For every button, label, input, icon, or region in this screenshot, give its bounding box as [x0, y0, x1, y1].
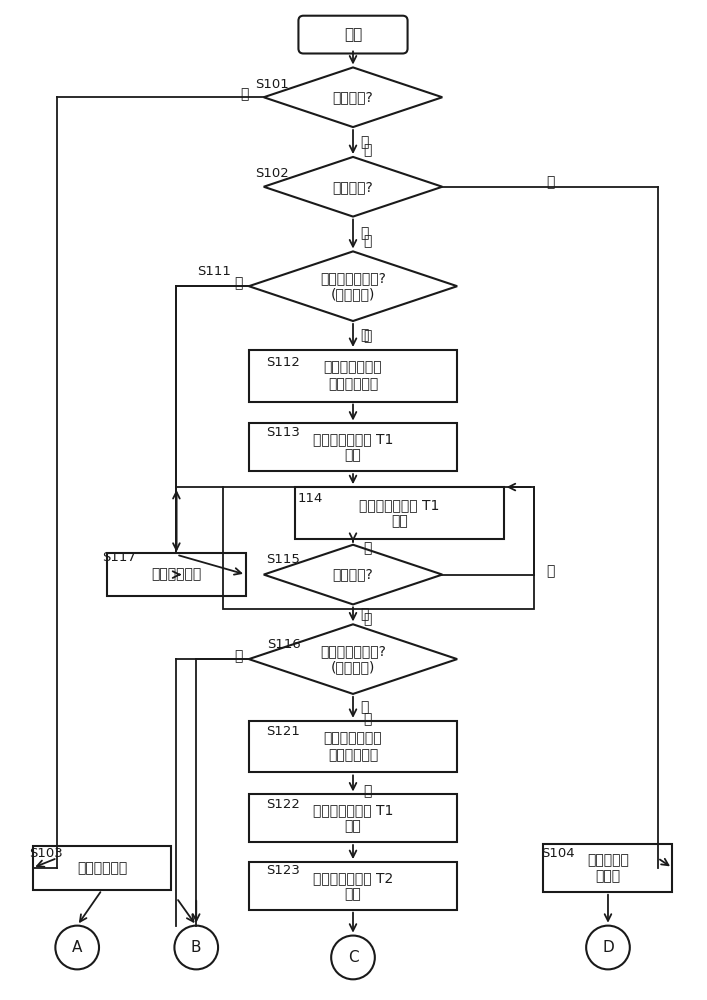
Text: B: B — [191, 940, 201, 955]
Circle shape — [331, 936, 375, 979]
Bar — [223, 487, 534, 609]
Circle shape — [175, 926, 218, 969]
Text: 是: 是 — [363, 712, 371, 726]
Text: 是: 是 — [363, 541, 371, 555]
Text: 变速机构变速: 变速机构变速 — [151, 568, 201, 582]
Text: S111: S111 — [197, 265, 231, 278]
Bar — [249, 350, 457, 402]
Circle shape — [586, 926, 630, 969]
Text: S104: S104 — [542, 847, 575, 860]
Bar — [249, 862, 457, 910]
Polygon shape — [249, 251, 457, 321]
Text: 是: 是 — [360, 607, 368, 621]
Bar — [107, 553, 246, 596]
Bar — [249, 423, 457, 471]
Text: C: C — [348, 950, 358, 965]
Text: 变速指令?: 变速指令? — [332, 180, 373, 194]
Polygon shape — [249, 624, 457, 694]
Text: 是: 是 — [363, 234, 371, 248]
Text: 114: 114 — [298, 492, 323, 505]
Text: S123: S123 — [267, 864, 300, 877]
FancyBboxPatch shape — [298, 16, 407, 53]
Polygon shape — [264, 67, 443, 127]
Text: S112: S112 — [267, 356, 300, 369]
Text: 是: 是 — [360, 135, 368, 149]
Text: 是: 是 — [363, 329, 371, 343]
Text: 持续时间计时器 T1
开始: 持续时间计时器 T1 开始 — [312, 432, 393, 462]
Bar — [296, 487, 504, 539]
Text: 否: 否 — [235, 276, 243, 290]
Text: 是: 是 — [360, 226, 368, 240]
Text: 开始: 开始 — [344, 27, 362, 42]
Text: S113: S113 — [267, 426, 300, 439]
Text: 是: 是 — [360, 328, 368, 342]
Text: 否: 否 — [240, 87, 249, 101]
Text: 否: 否 — [547, 175, 555, 189]
Text: 手控模式?: 手控模式? — [332, 90, 373, 104]
Text: S121: S121 — [267, 725, 300, 738]
Text: 持续时间计时器 T1
持续: 持续时间计时器 T1 持续 — [359, 498, 440, 528]
Text: 否: 否 — [235, 649, 243, 663]
Text: 持续时间计时器 T1
结束: 持续时间计时器 T1 结束 — [312, 803, 393, 833]
Bar — [33, 846, 171, 890]
Text: A: A — [72, 940, 83, 955]
Text: 副变速机构变速?
(第二变速): 副变速机构变速? (第二变速) — [320, 644, 386, 674]
Text: 是: 是 — [363, 143, 371, 157]
Text: 变速指令?: 变速指令? — [332, 568, 373, 582]
Text: S116: S116 — [267, 638, 300, 651]
Bar — [544, 844, 672, 892]
Bar — [249, 794, 457, 842]
Text: S117: S117 — [102, 551, 136, 564]
Text: D: D — [602, 940, 614, 955]
Text: 是: 是 — [363, 612, 371, 626]
Text: S103: S103 — [30, 847, 64, 860]
Circle shape — [55, 926, 99, 969]
Text: 保持现在的
变速比: 保持现在的 变速比 — [587, 853, 629, 883]
Text: S101: S101 — [255, 78, 288, 91]
Text: 副变速机构变速
变速机构变速: 副变速机构变速 变速机构变速 — [324, 361, 382, 391]
Text: S102: S102 — [255, 167, 288, 180]
Text: 否: 否 — [547, 565, 555, 579]
Text: 副变速机构变速
变速机构变速: 副变速机构变速 变速机构变速 — [324, 732, 382, 762]
Text: 副变速机构变速?
(第一变速): 副变速机构变速? (第一变速) — [320, 271, 386, 301]
Bar — [249, 721, 457, 772]
Polygon shape — [264, 157, 443, 217]
Text: S122: S122 — [267, 798, 300, 811]
Text: 持续时间计时器 T2
开始: 持续时间计时器 T2 开始 — [313, 871, 393, 901]
Text: 是: 是 — [363, 784, 371, 798]
Text: S115: S115 — [267, 553, 300, 566]
Text: 变速机构变速: 变速机构变速 — [77, 861, 127, 875]
Text: 是: 是 — [360, 700, 368, 714]
Polygon shape — [264, 545, 443, 604]
